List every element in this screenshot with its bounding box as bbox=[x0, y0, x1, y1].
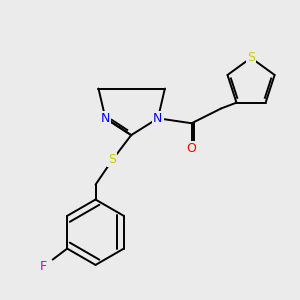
Text: S: S bbox=[247, 51, 255, 64]
Text: N: N bbox=[101, 112, 110, 125]
Text: S: S bbox=[108, 153, 116, 167]
Text: N: N bbox=[153, 112, 163, 125]
Text: F: F bbox=[39, 260, 46, 273]
Text: O: O bbox=[187, 142, 196, 154]
